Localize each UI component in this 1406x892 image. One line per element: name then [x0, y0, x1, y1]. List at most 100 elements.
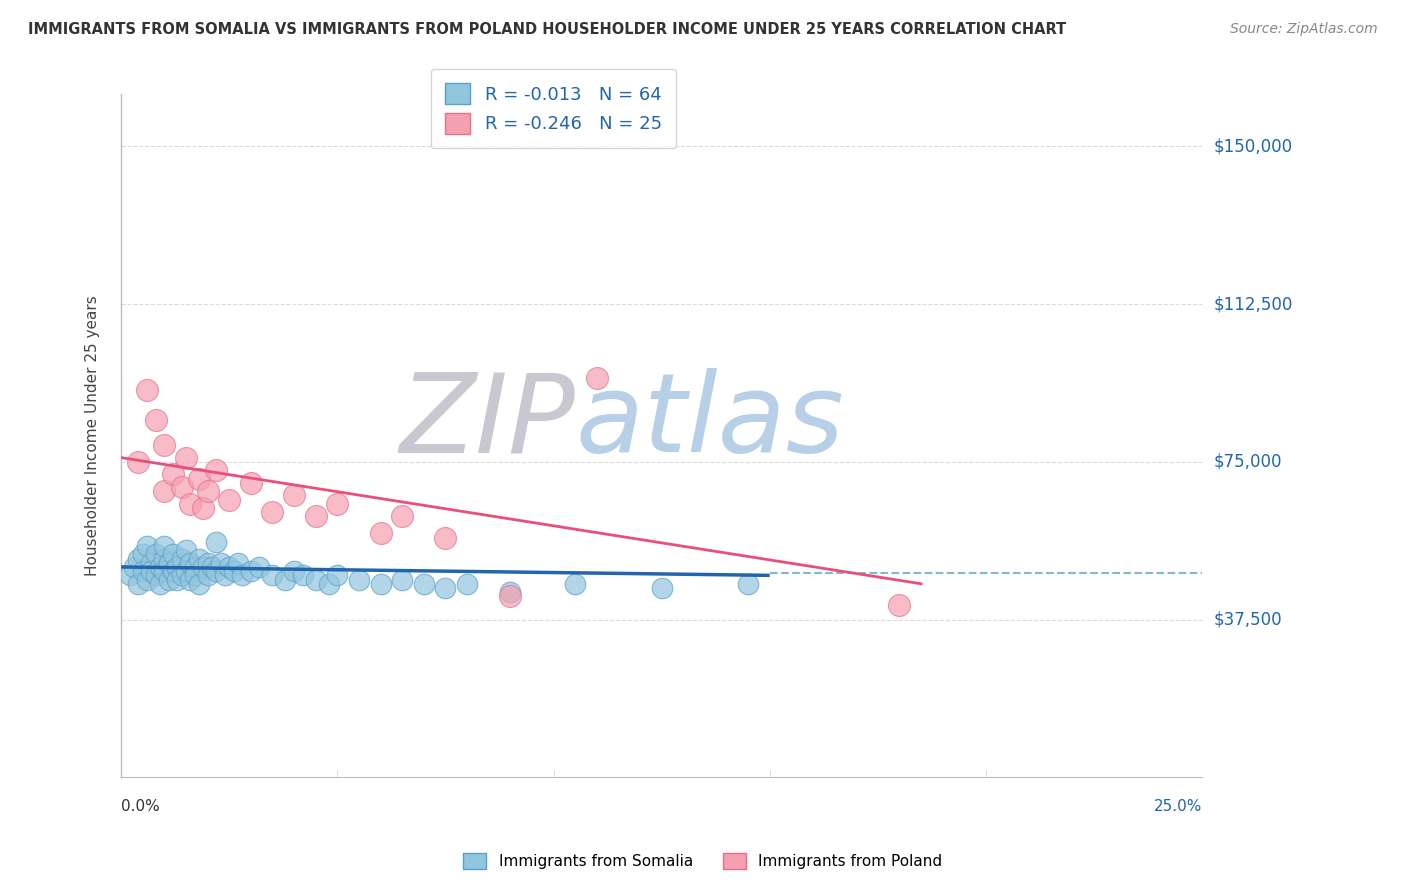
- Point: [174, 543, 197, 558]
- Point: [153, 484, 176, 499]
- Point: [197, 484, 219, 499]
- Point: [183, 568, 205, 582]
- Point: [370, 576, 392, 591]
- Text: $112,500: $112,500: [1213, 295, 1292, 313]
- Point: [183, 560, 205, 574]
- Y-axis label: Householder Income Under 25 years: Householder Income Under 25 years: [86, 295, 100, 576]
- Point: [197, 568, 219, 582]
- Point: [201, 560, 224, 574]
- Point: [318, 576, 340, 591]
- Point: [122, 560, 145, 574]
- Point: [174, 564, 197, 578]
- Point: [149, 560, 172, 574]
- Point: [564, 576, 586, 591]
- Text: Source: ZipAtlas.com: Source: ZipAtlas.com: [1230, 22, 1378, 37]
- Point: [283, 564, 305, 578]
- Point: [145, 547, 167, 561]
- Point: [651, 581, 673, 595]
- Point: [162, 547, 184, 561]
- Point: [193, 501, 215, 516]
- Point: [456, 576, 478, 591]
- Point: [141, 564, 163, 578]
- Point: [222, 564, 245, 578]
- Point: [132, 564, 155, 578]
- Point: [262, 568, 284, 582]
- Point: [499, 585, 522, 599]
- Point: [391, 573, 413, 587]
- Point: [162, 467, 184, 482]
- Point: [205, 534, 228, 549]
- Point: [127, 455, 149, 469]
- Text: $150,000: $150,000: [1213, 137, 1292, 155]
- Point: [214, 568, 236, 582]
- Point: [136, 573, 159, 587]
- Point: [326, 568, 349, 582]
- Point: [326, 497, 349, 511]
- Point: [141, 556, 163, 570]
- Point: [193, 560, 215, 574]
- Point: [197, 556, 219, 570]
- Point: [499, 590, 522, 604]
- Point: [434, 581, 457, 595]
- Point: [145, 568, 167, 582]
- Point: [412, 576, 434, 591]
- Point: [585, 370, 607, 384]
- Point: [179, 556, 201, 570]
- Point: [391, 509, 413, 524]
- Point: [179, 497, 201, 511]
- Text: ZIP: ZIP: [399, 368, 575, 475]
- Text: $75,000: $75,000: [1213, 453, 1282, 471]
- Point: [153, 539, 176, 553]
- Point: [166, 560, 188, 574]
- Point: [291, 568, 314, 582]
- Point: [162, 564, 184, 578]
- Point: [188, 551, 211, 566]
- Point: [262, 505, 284, 519]
- Point: [132, 547, 155, 561]
- Point: [737, 576, 759, 591]
- Text: $37,500: $37,500: [1213, 610, 1282, 629]
- Point: [283, 488, 305, 502]
- Point: [226, 556, 249, 570]
- Point: [170, 568, 193, 582]
- Point: [205, 463, 228, 477]
- Point: [889, 598, 911, 612]
- Point: [153, 438, 176, 452]
- Point: [305, 509, 328, 524]
- Point: [205, 564, 228, 578]
- Text: atlas: atlas: [575, 368, 844, 475]
- Point: [434, 531, 457, 545]
- Point: [370, 526, 392, 541]
- Point: [231, 568, 253, 582]
- Point: [179, 573, 201, 587]
- Point: [136, 539, 159, 553]
- Point: [157, 556, 180, 570]
- Point: [157, 573, 180, 587]
- Point: [127, 576, 149, 591]
- Point: [218, 492, 240, 507]
- Point: [127, 551, 149, 566]
- Point: [118, 568, 141, 582]
- Point: [170, 480, 193, 494]
- Point: [136, 384, 159, 398]
- Point: [145, 413, 167, 427]
- Point: [249, 560, 271, 574]
- Point: [170, 551, 193, 566]
- Point: [174, 450, 197, 465]
- Point: [153, 564, 176, 578]
- Point: [218, 560, 240, 574]
- Point: [305, 573, 328, 587]
- Point: [239, 475, 262, 490]
- Point: [209, 556, 232, 570]
- Legend: R = -0.013   N = 64, R = -0.246   N = 25: R = -0.013 N = 64, R = -0.246 N = 25: [430, 69, 676, 148]
- Point: [188, 472, 211, 486]
- Point: [149, 576, 172, 591]
- Text: 25.0%: 25.0%: [1154, 799, 1202, 814]
- Point: [188, 576, 211, 591]
- Point: [166, 573, 188, 587]
- Text: 0.0%: 0.0%: [121, 799, 160, 814]
- Point: [347, 573, 370, 587]
- Point: [239, 564, 262, 578]
- Point: [274, 573, 297, 587]
- Legend: Immigrants from Somalia, Immigrants from Poland: Immigrants from Somalia, Immigrants from…: [457, 847, 949, 875]
